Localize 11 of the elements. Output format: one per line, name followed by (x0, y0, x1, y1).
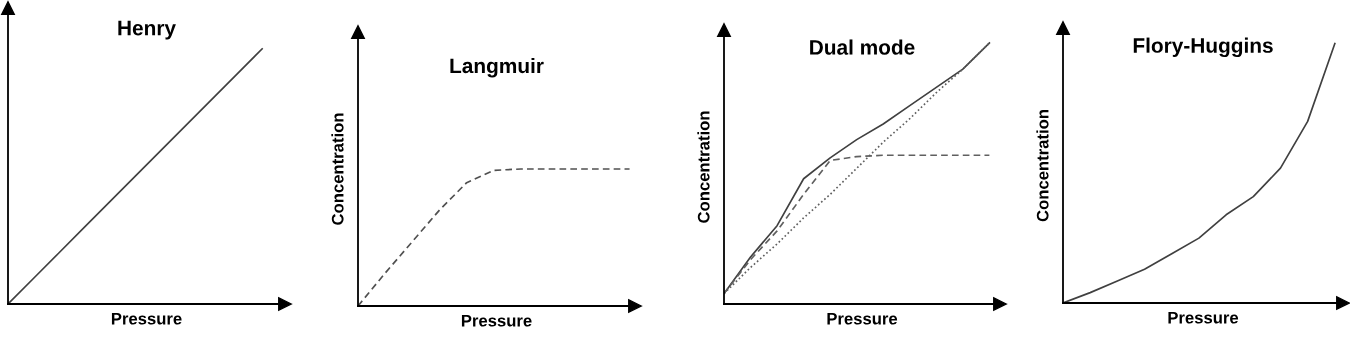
chart-title: Langmuir (450, 57, 544, 78)
chart-title: Flory-Huggins (1133, 37, 1273, 58)
x-axis-title: Pressure (461, 314, 532, 327)
y-axis-title: Concentration (331, 113, 344, 225)
x-axis-title: Pressure (111, 312, 182, 325)
x-axis-title: Pressure (827, 312, 898, 325)
chart-title: Henry (118, 20, 176, 40)
x-axis-title: Pressure (1168, 311, 1239, 324)
y-axis-title: Concentration (697, 111, 710, 223)
chart-title: Dual mode (810, 39, 915, 55)
y-axis-title: Concentration (1036, 110, 1049, 222)
